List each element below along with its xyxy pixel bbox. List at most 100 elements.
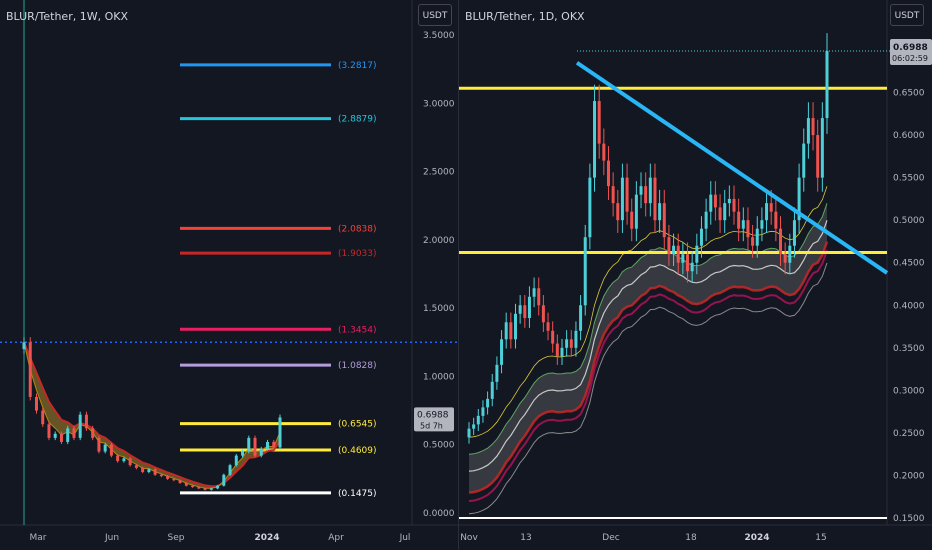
- daily-y-tick: 0.5000: [893, 216, 925, 226]
- weekly-candle: [91, 428, 95, 438]
- daily-x-tick: 15: [815, 533, 826, 543]
- daily-y-tick: 0.6000: [893, 131, 925, 141]
- weekly-candle: [172, 478, 176, 481]
- daily-candle: [718, 207, 722, 221]
- daily-candle: [569, 339, 573, 348]
- daily-candle: [792, 220, 796, 246]
- daily-x-tick: Nov: [460, 533, 478, 543]
- daily-candle: [658, 203, 662, 221]
- daily-candle: [741, 220, 745, 229]
- weekly-chart-canvas[interactable]: 3.5000 3.0000 2.5000 2.0000 1.5000 1.0000 0.50…: [0, 0, 458, 550]
- daily-ema-ribbon: [468, 249, 828, 502]
- weekly-candle: [141, 467, 145, 473]
- daily-candle: [537, 288, 541, 306]
- weekly-candle: [41, 410, 45, 425]
- daily-price-tag-bg: [890, 39, 932, 66]
- daily-candle: [504, 322, 508, 340]
- weekly-currency-button[interactable]: USDT: [418, 4, 452, 26]
- weekly-candle: [153, 469, 157, 475]
- daily-candle: [699, 228, 703, 246]
- weekly-candle: [97, 437, 101, 452]
- daily-candle: [532, 288, 536, 297]
- daily-candle: [513, 313, 517, 340]
- daily-candle: [486, 398, 490, 408]
- daily-candle: [476, 415, 480, 425]
- daily-candle: [565, 339, 569, 348]
- weekly-candle: [59, 433, 63, 442]
- fib-level-label: (0.4609): [338, 446, 377, 456]
- daily-candle: [704, 211, 708, 229]
- fib-level-label: (3.2817): [338, 61, 377, 71]
- daily-candle: [746, 220, 750, 238]
- weekly-candle: [53, 433, 57, 438]
- daily-candle: [509, 322, 513, 340]
- weekly-chart-title: BLUR/Tether, 1W, OKX: [6, 10, 128, 23]
- weekly-candle: [259, 448, 263, 456]
- daily-y-tick: 0.4000: [893, 301, 925, 311]
- daily-chart-canvas[interactable]: 0.6500 0.6000 0.5500 0.5000 0.4500 0.4000 0.35…: [459, 0, 932, 550]
- daily-candle: [783, 254, 787, 263]
- daily-ema-ribbon: [468, 262, 828, 515]
- daily-time-tag: 06:02:59: [892, 54, 928, 63]
- daily-candle: [467, 428, 471, 438]
- weekly-y-tick: 2.0000: [423, 236, 455, 246]
- daily-x-tick: 2024: [744, 533, 769, 543]
- weekly-price-tag: 0.6988: [417, 410, 449, 420]
- weekly-candle: [247, 437, 251, 452]
- daily-candle: [713, 194, 717, 208]
- daily-candle: [597, 101, 601, 144]
- daily-candle: [779, 228, 783, 255]
- weekly-candle: [34, 396, 38, 411]
- weekly-chart-panel[interactable]: 3.5000 3.0000 2.5000 2.0000 1.5000 1.0000 0.50…: [0, 0, 458, 550]
- daily-candle: [723, 203, 727, 221]
- daily-candle: [811, 118, 815, 136]
- daily-y-tick: 0.5500: [893, 174, 925, 184]
- daily-y-tick: 0.2500: [893, 429, 925, 439]
- weekly-candle: [22, 342, 26, 350]
- daily-candle: [737, 211, 741, 229]
- daily-candle: [686, 254, 690, 272]
- weekly-y-tick: 0.0000: [423, 509, 455, 519]
- weekly-candle: [128, 458, 132, 466]
- weekly-candle: [203, 488, 207, 490]
- daily-chart-panel[interactable]: 0.6500 0.6000 0.5500 0.5000 0.4500 0.4000 0.35…: [458, 0, 932, 550]
- daily-candle: [527, 296, 531, 319]
- fib-level-label: (2.8879): [338, 115, 377, 125]
- fib-level-label: (0.6545): [338, 420, 377, 430]
- weekly-candle: [266, 441, 270, 449]
- weekly-candle: [28, 342, 32, 397]
- daily-candle: [523, 305, 527, 319]
- fib-level-label: (1.9033): [338, 249, 377, 259]
- daily-y-tick: 0.2000: [893, 471, 925, 481]
- daily-candle: [495, 364, 499, 382]
- daily-ema-ribbon: [468, 186, 828, 438]
- weekly-candle: [147, 469, 151, 473]
- weekly-x-tick: Jul: [399, 533, 411, 543]
- weekly-candle: [197, 487, 201, 489]
- weekly-candle: [166, 476, 170, 479]
- daily-descending-trendline: [575, 61, 889, 275]
- daily-x-tick: Dec: [602, 533, 619, 543]
- daily-candle: [816, 135, 820, 178]
- weekly-candle: [72, 428, 76, 438]
- daily-y-tick: 0.3000: [893, 386, 925, 396]
- daily-ema-ribbon: [468, 241, 829, 494]
- weekly-y-tick: 1.5000: [423, 304, 455, 314]
- daily-candle: [709, 194, 713, 212]
- daily-y-tick: 0.4500: [893, 259, 925, 269]
- daily-y-tick: 0.6500: [893, 89, 925, 99]
- weekly-price-tag-bg: [414, 407, 454, 432]
- weekly-candle: [84, 414, 88, 429]
- weekly-candle: [234, 455, 238, 466]
- daily-candle: [760, 220, 764, 229]
- weekly-time-tag: 5d 7h: [420, 421, 443, 430]
- daily-y-tick: 0.1500: [893, 514, 925, 524]
- daily-candle: [797, 177, 801, 221]
- daily-candle: [662, 203, 666, 238]
- daily-candle: [574, 330, 578, 348]
- weekly-candle: [184, 482, 188, 486]
- fib-level-label: (1.3454): [338, 325, 377, 335]
- weekly-candle: [47, 424, 51, 438]
- daily-candle: [620, 177, 624, 221]
- daily-currency-button[interactable]: USDT: [890, 4, 924, 26]
